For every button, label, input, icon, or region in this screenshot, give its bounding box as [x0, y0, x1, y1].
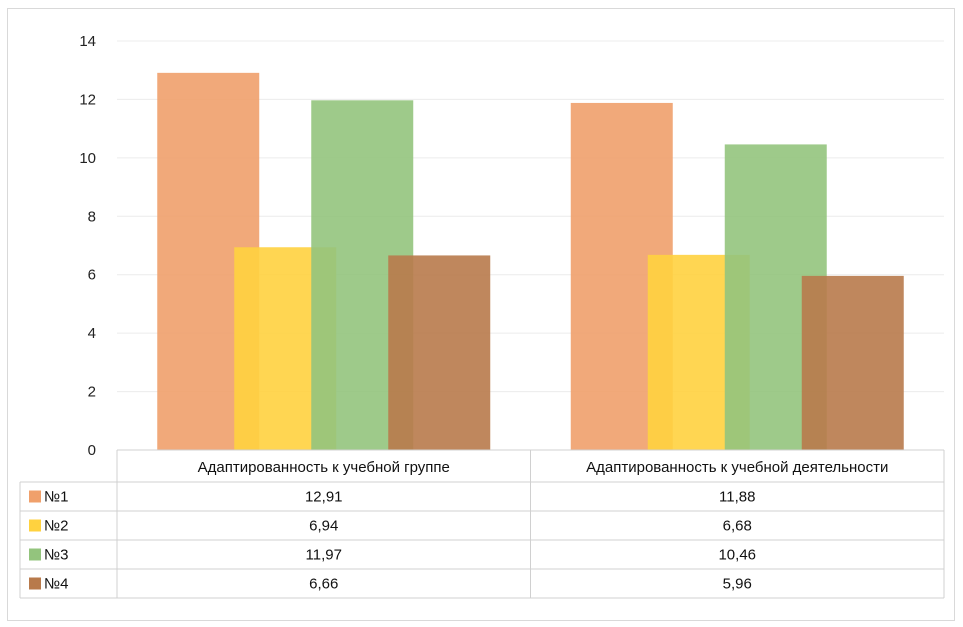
legend-label: №1 — [44, 489, 68, 506]
category-label: Адаптированность к учебной деятельности — [586, 459, 888, 476]
data-label: 11,88 — [719, 489, 755, 506]
y-tick-label: 4 — [88, 325, 96, 342]
y-tick-label: 8 — [88, 208, 96, 225]
data-label: 12,91 — [305, 489, 343, 506]
data-label: 10,46 — [718, 547, 756, 564]
category-label: Адаптированность к учебной группе — [198, 459, 450, 476]
y-tick-label: 12 — [79, 91, 96, 108]
legend-label: №3 — [44, 547, 68, 564]
legend-swatch — [29, 548, 41, 561]
data-label: 5,96 — [723, 576, 752, 593]
legend-swatch — [29, 577, 41, 590]
legend-swatch — [29, 490, 41, 503]
legend-label: №4 — [44, 576, 68, 593]
legend-label: №2 — [44, 518, 68, 535]
data-label: 6,66 — [309, 576, 338, 593]
y-tick-label: 14 — [79, 33, 96, 50]
legend-swatch — [29, 519, 41, 532]
data-table: Адаптированность к учебной группе Адаптир… — [19, 449, 945, 599]
y-tick-label: 10 — [79, 150, 96, 167]
data-label: 6,94 — [309, 518, 338, 535]
y-tick-label: 0 — [88, 442, 96, 459]
y-tick-label: 6 — [88, 267, 96, 284]
bar-series-4-cat-1 — [388, 255, 491, 450]
data-label: 11,97 — [306, 547, 342, 564]
y-tick-label: 2 — [88, 384, 96, 401]
bar-series-4-cat-2 — [801, 275, 904, 450]
data-label: 6,68 — [723, 518, 752, 535]
bars — [157, 72, 904, 451]
y-axis-ticks: 0 2 4 6 8 10 12 14 — [79, 33, 96, 459]
